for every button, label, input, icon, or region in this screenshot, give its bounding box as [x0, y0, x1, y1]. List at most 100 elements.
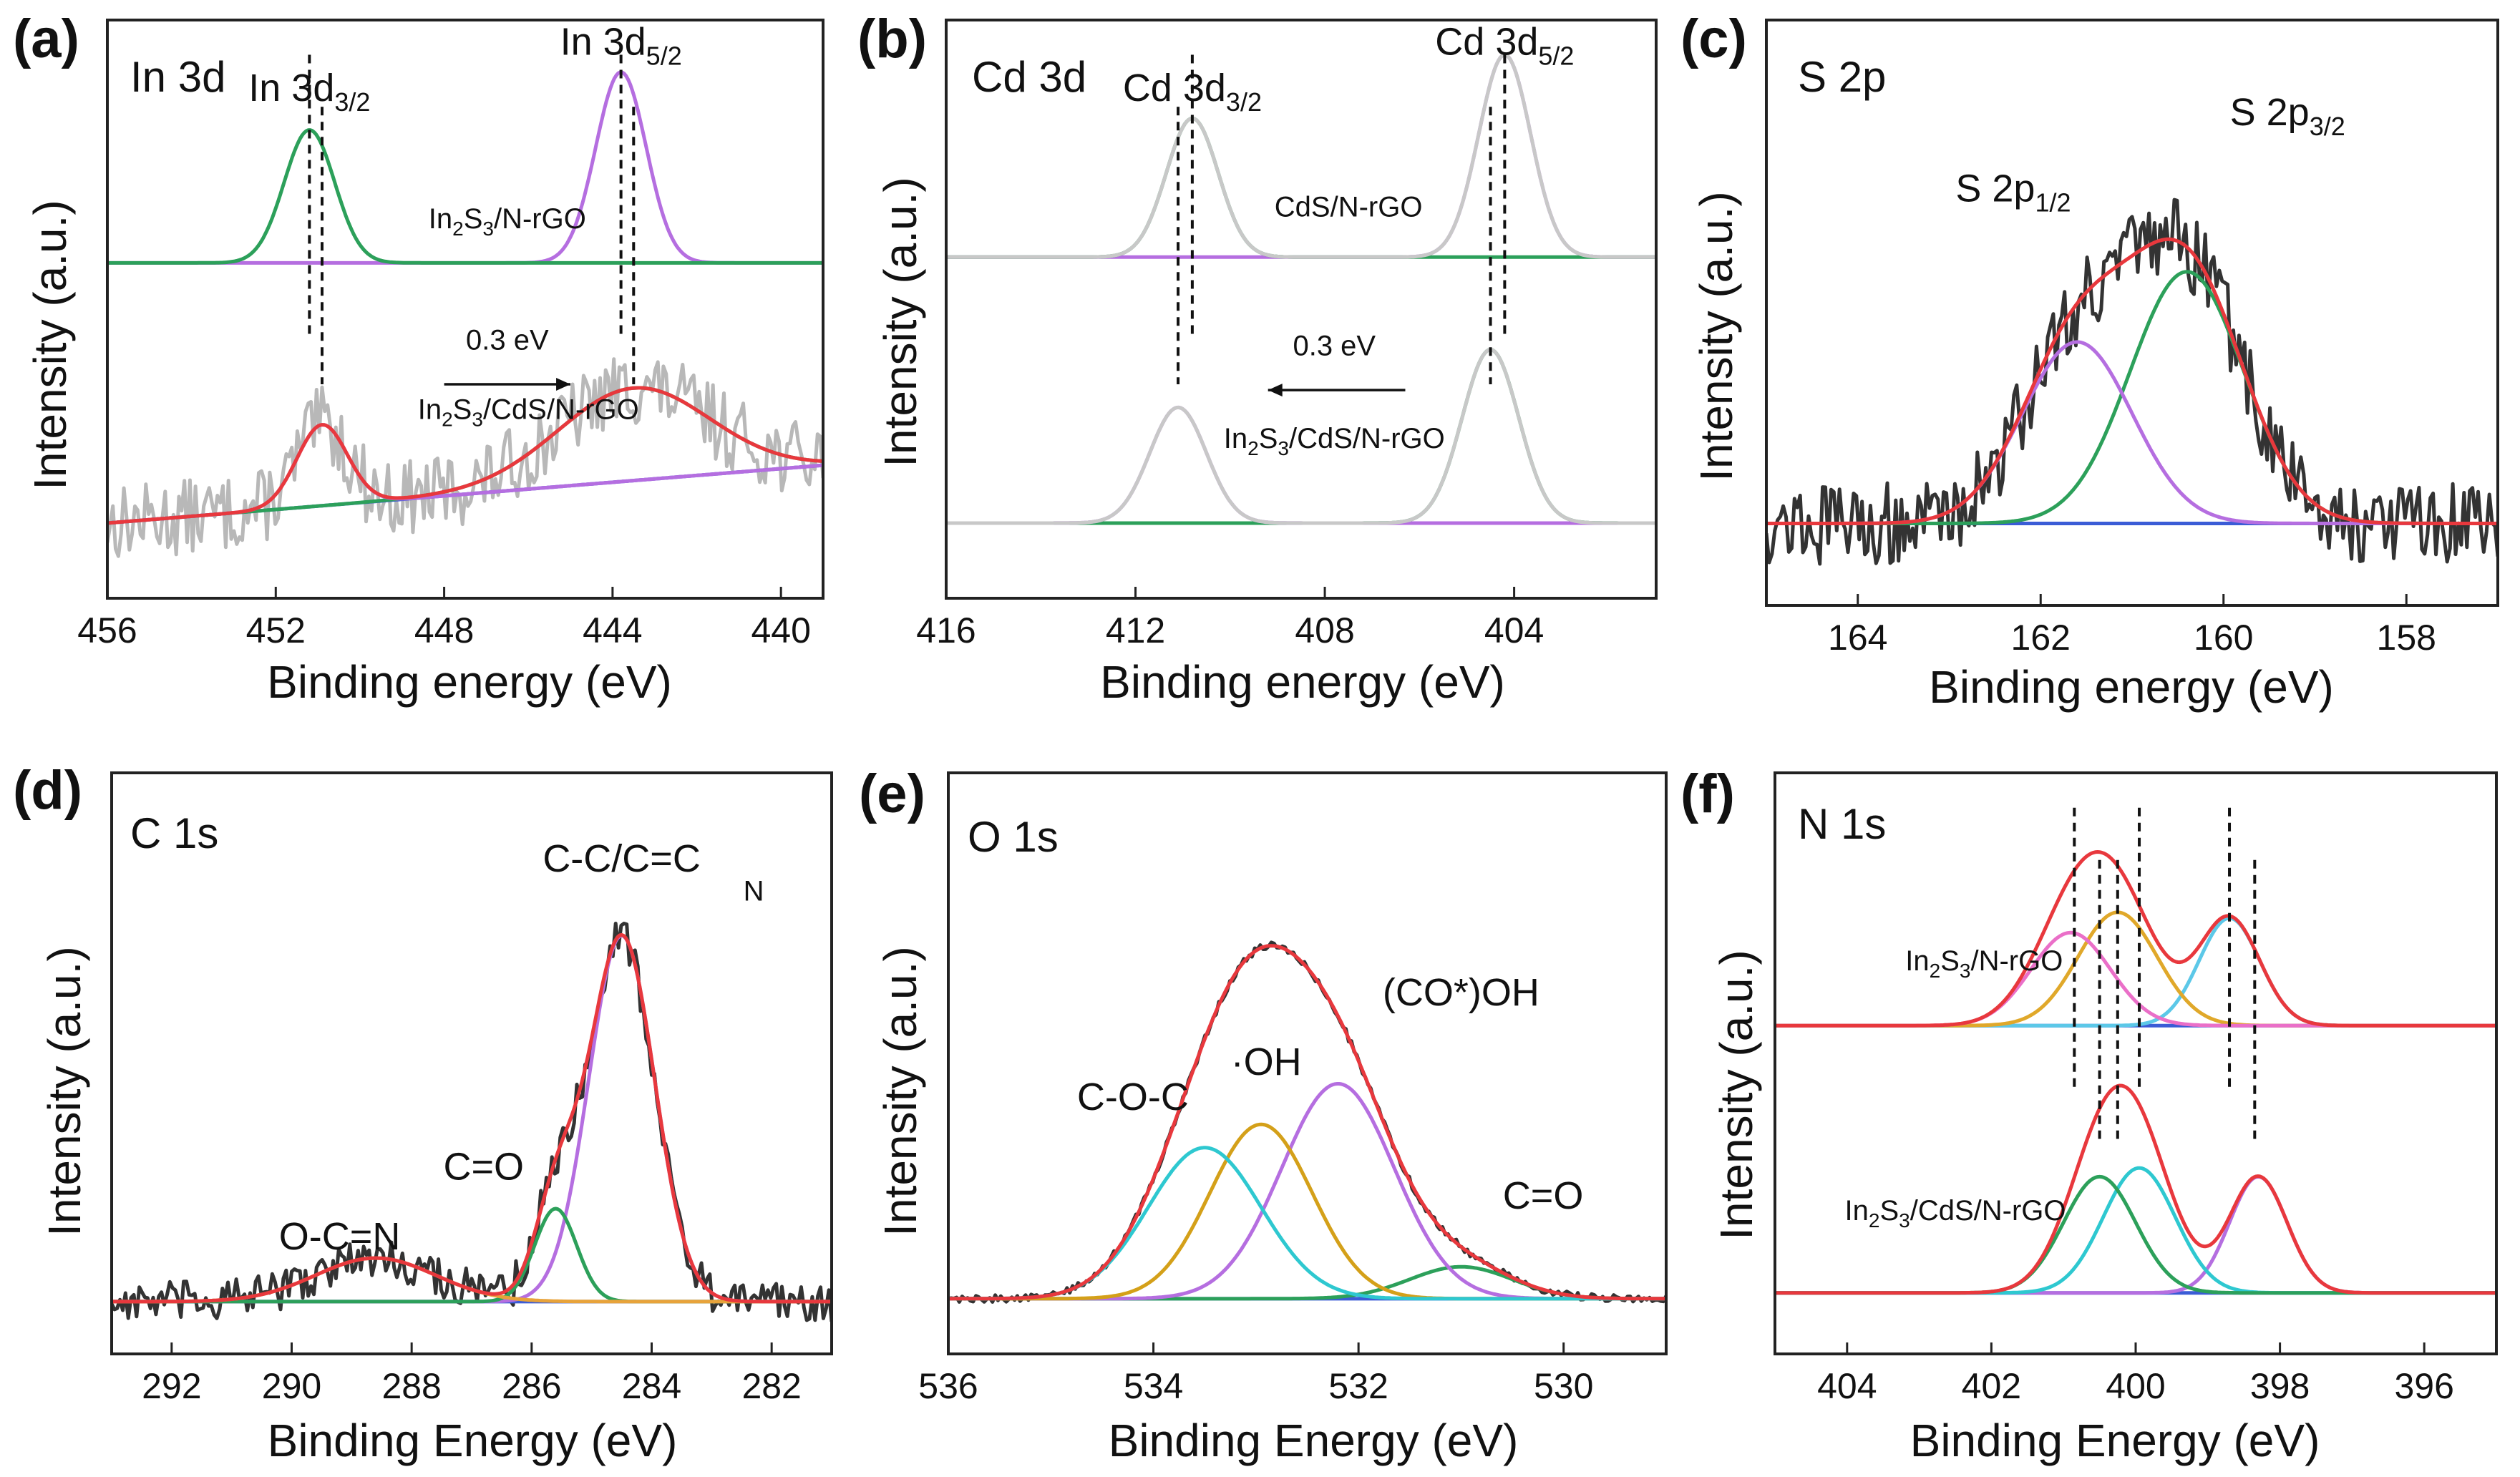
plot-frame-b: [945, 19, 1658, 600]
x-axis-title-c: Binding energy (eV): [1929, 661, 2334, 713]
x-tick-label: 448: [414, 610, 474, 650]
x-tick-label: 416: [916, 610, 976, 650]
series-line-in2s3-n-rgo-in-3d3-2-fit: [107, 128, 823, 265]
panel-title-e: O 1s: [968, 813, 1059, 861]
peak-annotation: In 3d3/2: [248, 67, 370, 117]
series-line-in2s3-n-rgo-envelope: [1775, 850, 2496, 1028]
panel-label-f: (f): [1680, 764, 1735, 824]
x-axis-title-b: Binding energy (eV): [1100, 656, 1505, 708]
series-line-envelope: [1766, 237, 2498, 525]
plot-area-e: [948, 940, 1666, 1304]
x-tick-label: 398: [2250, 1366, 2310, 1406]
plot-frame-c: [1765, 19, 2499, 607]
series-line-in2s3-cds-n-rgo-envelope: [1775, 1083, 2496, 1295]
y-axis-title-b: Intensity (a.u.): [875, 177, 926, 467]
x-tick-label: 282: [741, 1366, 801, 1406]
x-tick-label: 400: [2106, 1366, 2165, 1406]
peak-annotation: In2S3/N-rGO: [429, 203, 586, 240]
x-tick-label: 412: [1106, 610, 1165, 650]
x-tick-label: 404: [1817, 1366, 1877, 1406]
x-tick-label: 162: [2011, 618, 2071, 658]
x-tick-label: 532: [1328, 1366, 1388, 1406]
y-axis-title-a: Intensity (a.u.): [24, 200, 76, 490]
peak-annotation: In2S3/CdS/N-rGO: [1845, 1195, 2066, 1232]
panel-d: (d) C 1s Binding Energy (eV) Intensity (…: [13, 760, 833, 1466]
shift-arrow-head: [1268, 384, 1283, 397]
series-line-cds-n-rgo-envelope: [946, 53, 1656, 259]
plot-area-c: [1766, 198, 2498, 566]
panel-title-a: In 3d: [130, 53, 225, 101]
x-tick-label: 444: [583, 610, 642, 650]
peak-annotation: CdS/N-rGO: [1275, 192, 1423, 223]
panel-title-f: N 1s: [1798, 800, 1886, 848]
peak-annotation: In 3d5/2: [560, 20, 682, 70]
panel-title-d: C 1s: [130, 809, 218, 857]
panel-label-d: (d): [13, 760, 82, 821]
x-tick-label: 536: [918, 1366, 978, 1406]
raw-data-line: [1766, 198, 2498, 566]
peak-annotation: (CO*)OH: [1383, 971, 1539, 1014]
peak-annotation: Cd 3d5/2: [1435, 20, 1574, 70]
peak-annotation: 0.3 eV: [466, 325, 549, 356]
peak-annotation: C=O: [443, 1145, 524, 1188]
panel-label-b: (b): [857, 9, 927, 69]
y-axis-title-d: Intensity (a.u.): [39, 946, 90, 1237]
x-tick-label: 292: [142, 1366, 201, 1406]
peak-annotation: S 2p1/2: [1955, 167, 2071, 218]
x-axis-title-f: Binding Energy (eV): [1910, 1415, 2320, 1466]
peak-annotation: ·OH: [1231, 1040, 1302, 1083]
x-tick-label: 440: [751, 610, 810, 650]
shift-arrow-head: [556, 378, 571, 391]
panel-e: (e) O 1s Binding Energy (eV) Intensity (…: [859, 764, 1668, 1466]
panel-title-b: Cd 3d: [972, 53, 1086, 101]
peak-annotation: C-C/C=C: [543, 837, 701, 880]
x-tick-label: 290: [262, 1366, 321, 1406]
x-tick-label: 534: [1124, 1366, 1183, 1406]
plot-frame-e: [947, 771, 1668, 1355]
x-tick-label: 158: [2377, 618, 2436, 658]
peak-annotation: 0.3 eV: [1293, 331, 1376, 362]
x-tick-label: 452: [246, 610, 306, 650]
panel-label-e: (e): [859, 764, 925, 824]
panel-title-c: S 2p: [1798, 53, 1886, 101]
peak-annotation: In2S3/CdS/N-rGO: [418, 394, 639, 431]
x-tick-label: 284: [622, 1366, 681, 1406]
plot-area-d: [112, 922, 832, 1322]
peak-annotation: C-O-C: [1077, 1076, 1189, 1118]
peak-annotation: C=O: [1503, 1174, 1584, 1217]
panel-f: (f) N 1s Binding Energy (eV) Intensity (…: [1680, 764, 2498, 1466]
y-axis-title-f: Intensity (a.u.): [1711, 950, 1762, 1240]
peak-annotation: S 2p3/2: [2230, 91, 2345, 141]
x-tick-label: 408: [1295, 610, 1354, 650]
panel-label-c: (c): [1680, 9, 1747, 69]
x-tick-label: 288: [381, 1366, 441, 1406]
peak-annotation: In2S3/CdS/N-rGO: [1224, 423, 1445, 459]
panel-label-a: (a): [13, 9, 79, 69]
y-axis-title-e: Intensity (a.u.): [875, 946, 926, 1237]
x-tick-label: 402: [1962, 1366, 2021, 1406]
peak-annotation: N: [744, 876, 764, 907]
panel-b: (b) Cd 3d Binding energy (eV) Intensity …: [857, 9, 1658, 708]
plot-frame-a: [106, 19, 824, 600]
plot-area-a: [107, 54, 823, 558]
x-tick-label: 396: [2394, 1366, 2453, 1406]
panel-a: (a) In 3d Binding energy (eV) Intensity …: [13, 9, 824, 708]
series-line-envelope: [948, 944, 1666, 1301]
plot-area-f: [1775, 807, 2496, 1295]
plot-frame-d: [110, 771, 833, 1355]
x-tick-label: 404: [1484, 610, 1544, 650]
series-line-envelope: [112, 932, 832, 1304]
x-axis-title-e: Binding Energy (eV): [1109, 1415, 1519, 1466]
x-tick-label: 160: [2194, 618, 2253, 658]
series-line-in2s3-cds-n-rgo-envelope: [946, 348, 1656, 525]
x-tick-label: 456: [77, 610, 137, 650]
y-axis-title-c: Intensity (a.u.): [1690, 191, 1742, 482]
panel-c: (c) S 2p Binding energy (eV) Intensity (…: [1680, 9, 2499, 713]
x-tick-label: 164: [1828, 618, 1887, 658]
x-axis-title-a: Binding energy (eV): [267, 656, 672, 708]
peak-annotation: O-C=N: [279, 1215, 401, 1258]
x-tick-label: 286: [502, 1366, 561, 1406]
plot-area-b: [946, 53, 1656, 525]
